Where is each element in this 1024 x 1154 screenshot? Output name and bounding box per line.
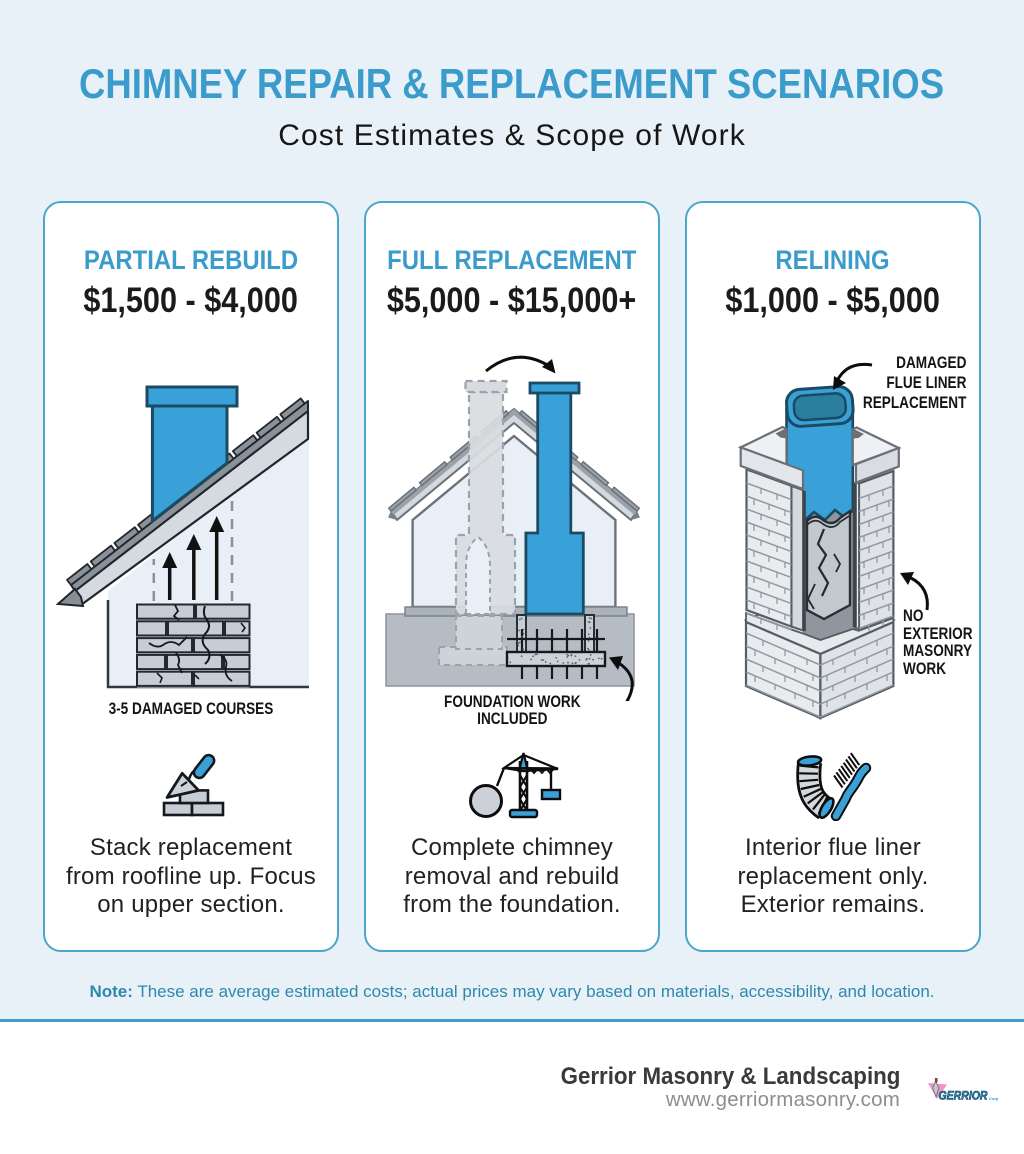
- svg-text:GERRIOR: GERRIOR: [939, 1091, 989, 1103]
- svg-text:Corp: Corp: [989, 1096, 998, 1101]
